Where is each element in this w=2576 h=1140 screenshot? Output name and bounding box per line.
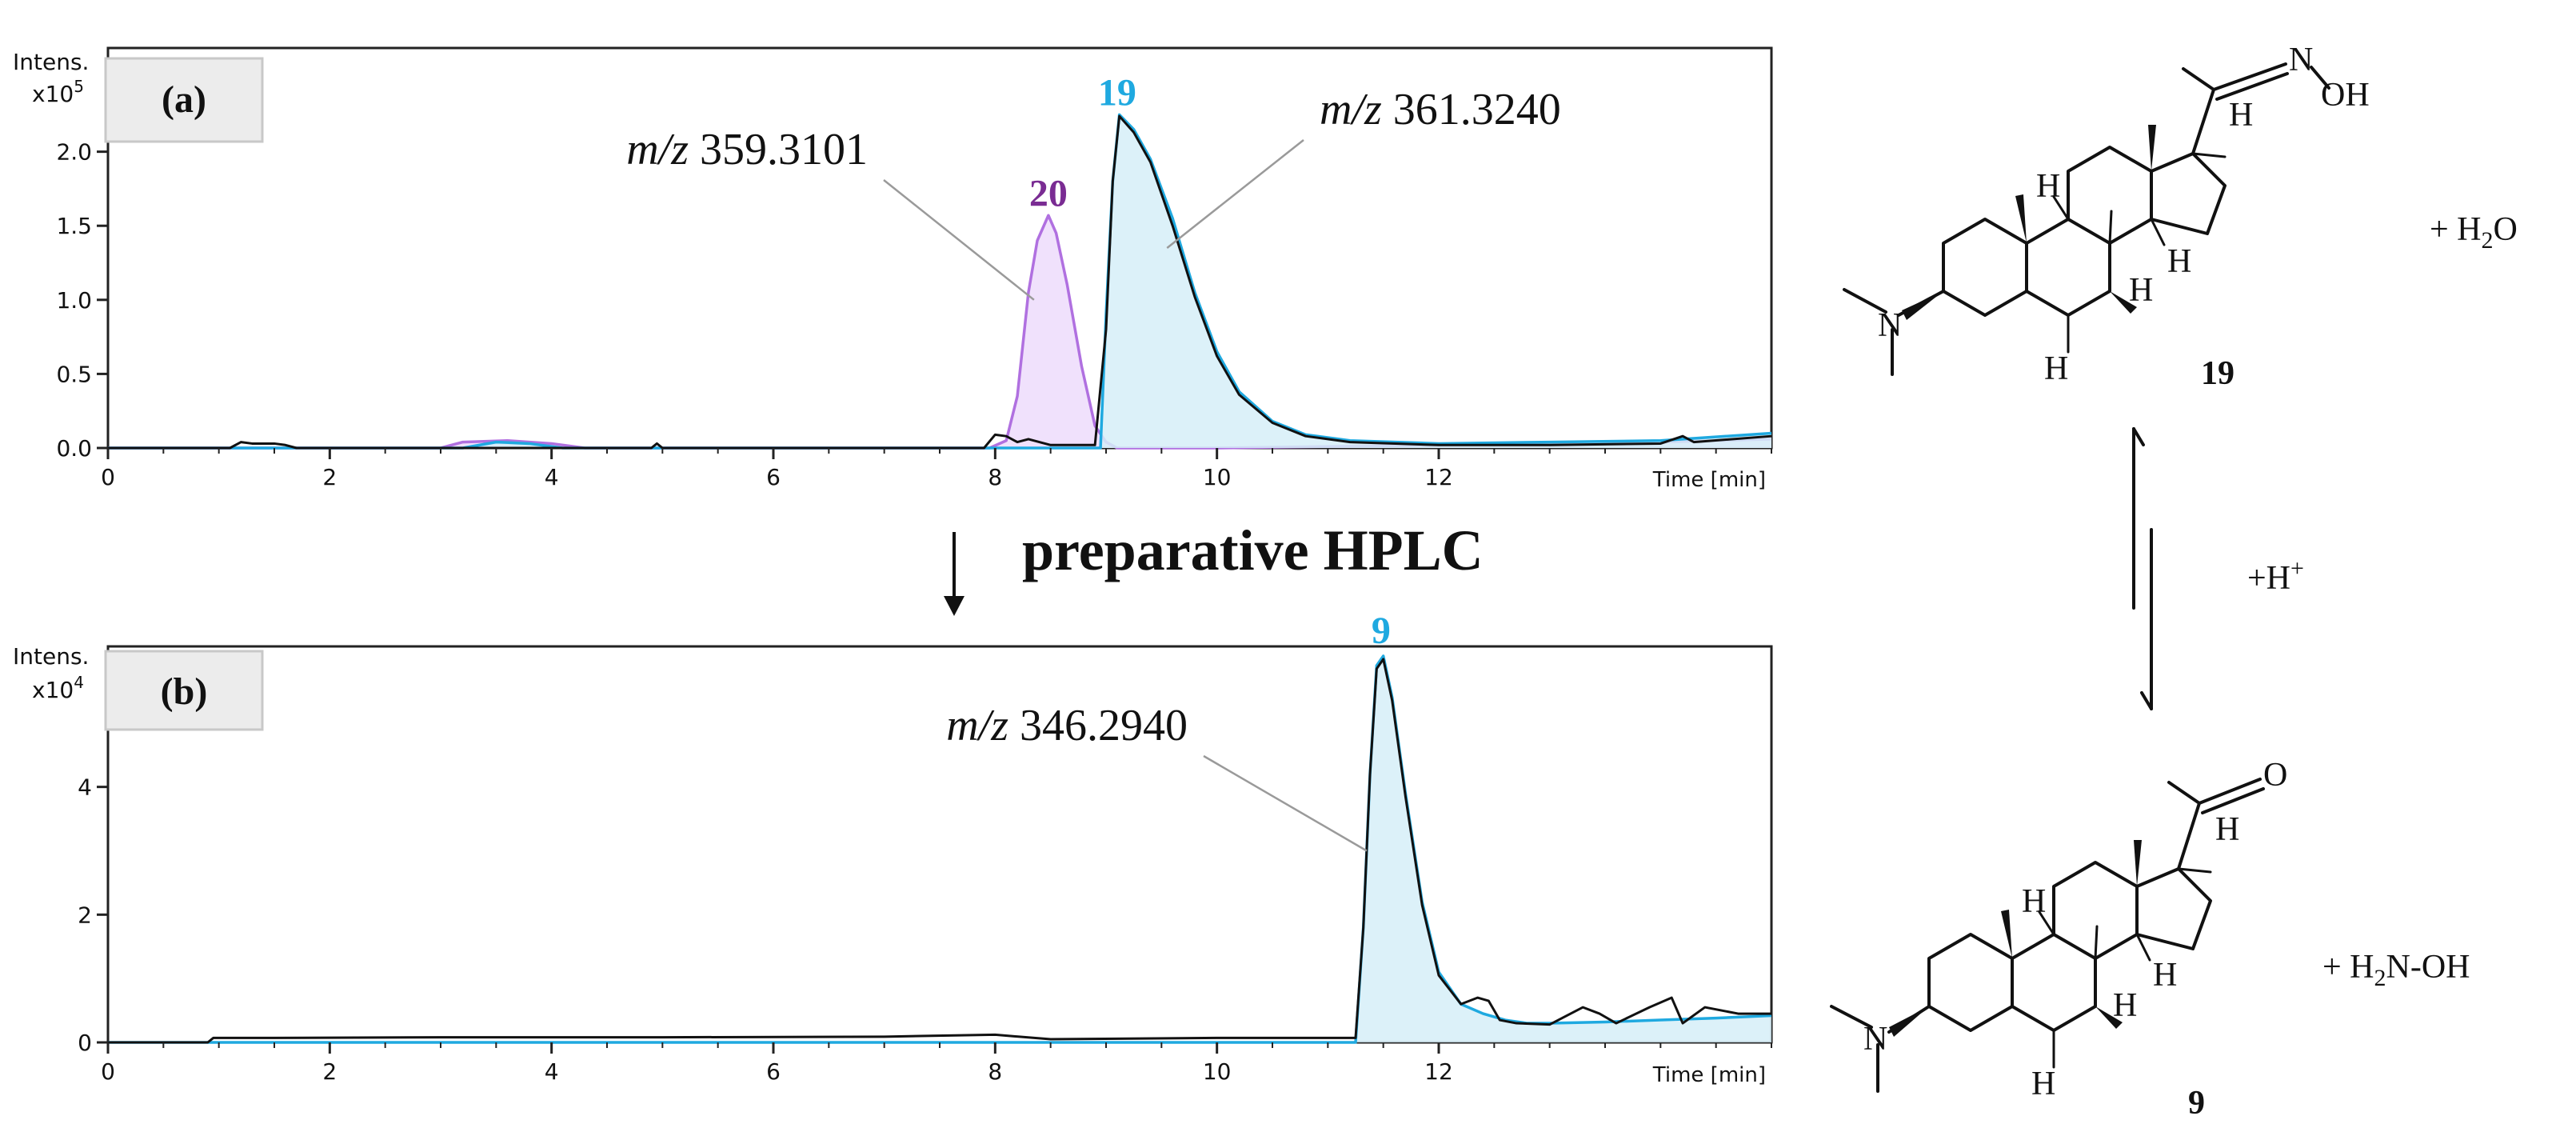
peak-label: 20 — [1029, 172, 1068, 214]
chromatogram-a: 0 2 4 6 8 10 12 0.0 0.5 1.0 1.5 2.0 20 19 m/z 359.3101… — [13, 46, 1773, 492]
x-tick-label: 12 — [1424, 464, 1453, 490]
x-tick-label: 4 — [545, 1058, 559, 1085]
mz-annotation: m/z 359.3101 — [626, 125, 868, 174]
y-tick-label: 2 — [78, 902, 92, 928]
x-tick-label: 0 — [101, 1058, 115, 1085]
structure-19 — [1843, 62, 2330, 376]
reaction-scheme — [1830, 62, 2330, 1093]
peak-label: 19 — [1098, 71, 1136, 114]
structure-9 — [1830, 778, 2265, 1093]
y-tick-label: 1.0 — [56, 287, 92, 314]
series-line — [108, 658, 1771, 1044]
arrow-label: preparative HPLC — [1022, 518, 1484, 582]
atom-N-oxime: N — [2289, 42, 2313, 78]
series-layer — [108, 654, 1772, 1044]
panel-label: (b) — [161, 670, 208, 713]
plot-frame — [106, 645, 1773, 1044]
down-arrow-head-icon — [944, 596, 965, 616]
process-arrow: preparative HPLC — [944, 518, 1484, 616]
panel-label-box — [104, 57, 264, 143]
series-line — [108, 114, 1772, 450]
x-tick-label: 6 — [766, 1058, 781, 1085]
y-axis-scale: x104 — [32, 673, 84, 703]
y-tick-label: 1.5 — [56, 213, 92, 239]
atom-N-amine: N — [1878, 307, 1902, 344]
x-tick-label: 10 — [1203, 1058, 1232, 1085]
y-tick-label: 0 — [78, 1030, 92, 1056]
atom-H: H — [2036, 168, 2060, 205]
x-tick-label: 2 — [322, 464, 337, 490]
x-tick-label: 12 — [1424, 1058, 1453, 1085]
x-tick-label: 0 — [101, 464, 115, 490]
series-line — [108, 654, 1772, 1044]
atom-O-ketone: O — [2263, 757, 2287, 794]
axes-layer: 0 2 4 6 8 10 12 0 2 4 9 m/z 346.2940 — [78, 610, 1772, 1085]
y-tick-label: 0.0 — [56, 435, 92, 462]
atom-H: H — [2153, 957, 2177, 994]
x-axis-label: Time [min] — [1652, 468, 1766, 492]
plus-water: + H2O — [2430, 211, 2518, 254]
series-area — [108, 114, 1771, 449]
x-tick-label: 2 — [322, 1058, 337, 1085]
panel-label: (a) — [162, 78, 206, 121]
atom-H: H — [2129, 272, 2153, 309]
x-tick-label: 6 — [766, 464, 781, 490]
x-tick-label: 10 — [1203, 464, 1232, 490]
series-line — [108, 113, 1772, 450]
mz-annotation: m/z 361.3240 — [1320, 85, 1561, 134]
x-tick-label: 8 — [988, 464, 1002, 490]
atom-OH: OH — [2321, 77, 2370, 114]
y-tick-label: 0.5 — [56, 361, 92, 387]
mz-annotation: m/z 346.2940 — [946, 701, 1188, 750]
y-axis-label: Intens. — [13, 49, 89, 75]
series-area — [108, 215, 1771, 448]
panel-label-box — [104, 650, 264, 731]
atom-H: H — [2022, 883, 2046, 920]
annotation-leader — [1203, 754, 1368, 852]
acid-catalyst: +H+ — [2247, 555, 2304, 597]
y-axis-scale: x105 — [32, 77, 84, 107]
annotation-leader — [1166, 139, 1304, 249]
x-tick-label: 8 — [988, 1058, 1002, 1085]
axes-layer: 0 2 4 6 8 10 12 0.0 0.5 1.0 1.5 2.0 20 19 m/z 359.3101… — [56, 71, 1772, 490]
y-axis-label: Intens. — [13, 643, 89, 670]
chem-labels: N OH H H H H H N 19 + H2O +H+ O H H H H … — [1863, 42, 2518, 1122]
series-layer — [108, 113, 1772, 450]
peak-label: 9 — [1372, 610, 1391, 652]
compound-label-19: 19 — [2201, 355, 2235, 392]
y-tick-label: 2.0 — [56, 139, 92, 166]
y-tick-label: 4 — [78, 774, 92, 801]
atom-H: H — [2215, 811, 2239, 848]
atom-N-amine: N — [1863, 1021, 1887, 1058]
atom-H: H — [2229, 97, 2253, 134]
x-tick-label: 4 — [545, 464, 559, 490]
x-axis-label: Time [min] — [1652, 1063, 1766, 1087]
plus-hydroxylamine: + H2N-OH — [2322, 949, 2470, 991]
atom-H: H — [2167, 243, 2191, 280]
series-area — [108, 655, 1771, 1042]
chromatogram-b: 0 2 4 6 8 10 12 0 2 4 9 m/z 346.2940 (b) Intens. x1… — [13, 610, 1773, 1087]
atom-H: H — [2044, 350, 2068, 387]
series-line — [108, 214, 1772, 450]
equilibrium-arrows — [2132, 427, 2153, 710]
atom-H: H — [2113, 987, 2137, 1024]
annotation-leader — [883, 179, 1035, 301]
compound-label-9: 9 — [2188, 1085, 2205, 1122]
atom-H: H — [2031, 1066, 2055, 1102]
